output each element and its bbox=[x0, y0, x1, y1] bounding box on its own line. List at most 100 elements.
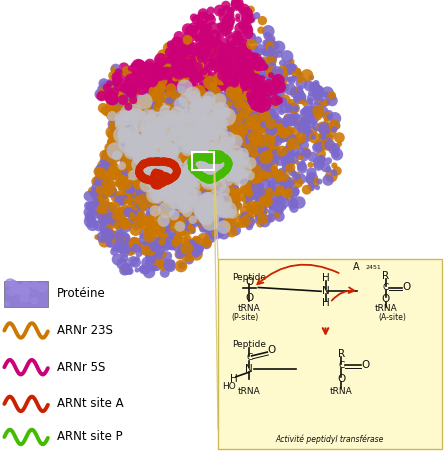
Circle shape bbox=[264, 172, 269, 177]
Circle shape bbox=[144, 185, 152, 193]
Circle shape bbox=[222, 84, 231, 93]
Circle shape bbox=[174, 84, 187, 97]
Circle shape bbox=[218, 153, 226, 161]
Circle shape bbox=[179, 124, 191, 136]
Circle shape bbox=[190, 165, 196, 172]
Circle shape bbox=[254, 44, 266, 56]
Circle shape bbox=[233, 109, 246, 122]
Circle shape bbox=[148, 156, 159, 167]
Circle shape bbox=[158, 177, 164, 184]
Circle shape bbox=[166, 42, 177, 53]
Circle shape bbox=[167, 159, 176, 168]
Circle shape bbox=[201, 119, 213, 131]
Circle shape bbox=[116, 121, 128, 133]
Circle shape bbox=[241, 166, 247, 173]
Circle shape bbox=[206, 151, 213, 157]
Circle shape bbox=[262, 174, 269, 181]
Circle shape bbox=[156, 84, 163, 92]
Circle shape bbox=[184, 223, 196, 235]
Circle shape bbox=[215, 168, 226, 178]
Circle shape bbox=[262, 196, 273, 207]
Circle shape bbox=[186, 98, 197, 109]
Circle shape bbox=[167, 114, 174, 121]
Circle shape bbox=[172, 58, 178, 64]
Circle shape bbox=[211, 38, 222, 49]
Circle shape bbox=[258, 196, 270, 208]
Circle shape bbox=[223, 156, 229, 162]
Circle shape bbox=[106, 215, 116, 225]
Circle shape bbox=[182, 246, 194, 257]
Circle shape bbox=[228, 151, 238, 161]
Circle shape bbox=[170, 171, 175, 176]
Circle shape bbox=[185, 143, 191, 149]
Circle shape bbox=[167, 135, 177, 145]
Circle shape bbox=[187, 73, 196, 82]
Circle shape bbox=[182, 112, 193, 123]
Circle shape bbox=[145, 119, 150, 124]
Circle shape bbox=[242, 214, 254, 227]
Circle shape bbox=[175, 60, 185, 70]
Circle shape bbox=[170, 156, 176, 162]
Circle shape bbox=[118, 162, 126, 170]
Circle shape bbox=[219, 154, 228, 163]
Circle shape bbox=[208, 42, 220, 54]
Circle shape bbox=[240, 80, 248, 88]
Circle shape bbox=[254, 36, 262, 45]
Circle shape bbox=[187, 135, 192, 141]
Circle shape bbox=[254, 87, 266, 99]
Circle shape bbox=[198, 154, 204, 159]
Circle shape bbox=[151, 157, 159, 166]
Circle shape bbox=[160, 168, 174, 181]
Circle shape bbox=[147, 176, 156, 185]
Circle shape bbox=[198, 209, 215, 225]
Circle shape bbox=[224, 130, 231, 137]
Circle shape bbox=[136, 167, 142, 174]
Circle shape bbox=[248, 61, 259, 72]
Circle shape bbox=[171, 162, 178, 170]
Circle shape bbox=[177, 116, 186, 125]
Circle shape bbox=[111, 141, 117, 148]
Circle shape bbox=[290, 180, 295, 185]
Circle shape bbox=[190, 134, 198, 141]
Circle shape bbox=[231, 97, 239, 106]
Circle shape bbox=[173, 62, 181, 69]
Circle shape bbox=[91, 211, 99, 219]
Circle shape bbox=[182, 135, 190, 143]
Circle shape bbox=[182, 66, 190, 74]
Circle shape bbox=[137, 172, 145, 179]
Circle shape bbox=[262, 168, 268, 173]
Circle shape bbox=[196, 67, 207, 78]
Circle shape bbox=[142, 159, 149, 167]
Circle shape bbox=[214, 81, 225, 92]
Circle shape bbox=[94, 209, 99, 215]
Circle shape bbox=[194, 140, 205, 151]
Circle shape bbox=[248, 61, 253, 66]
Circle shape bbox=[204, 149, 216, 161]
Circle shape bbox=[166, 42, 175, 50]
Circle shape bbox=[127, 83, 134, 90]
Circle shape bbox=[175, 260, 187, 272]
Circle shape bbox=[150, 250, 159, 259]
Circle shape bbox=[202, 194, 210, 202]
Circle shape bbox=[159, 257, 167, 265]
Circle shape bbox=[166, 127, 174, 135]
Circle shape bbox=[250, 176, 256, 183]
Circle shape bbox=[198, 173, 205, 179]
Circle shape bbox=[182, 143, 193, 154]
Circle shape bbox=[125, 131, 140, 147]
Circle shape bbox=[174, 167, 185, 178]
Circle shape bbox=[209, 159, 219, 169]
Circle shape bbox=[135, 198, 148, 211]
Circle shape bbox=[312, 123, 321, 131]
Circle shape bbox=[191, 167, 198, 174]
Circle shape bbox=[261, 159, 272, 170]
Circle shape bbox=[289, 58, 294, 64]
Circle shape bbox=[175, 175, 187, 187]
Circle shape bbox=[248, 69, 260, 80]
Circle shape bbox=[152, 167, 161, 176]
Circle shape bbox=[124, 124, 136, 136]
Circle shape bbox=[147, 157, 156, 166]
Circle shape bbox=[200, 133, 210, 143]
Circle shape bbox=[175, 206, 182, 212]
Circle shape bbox=[197, 121, 202, 126]
